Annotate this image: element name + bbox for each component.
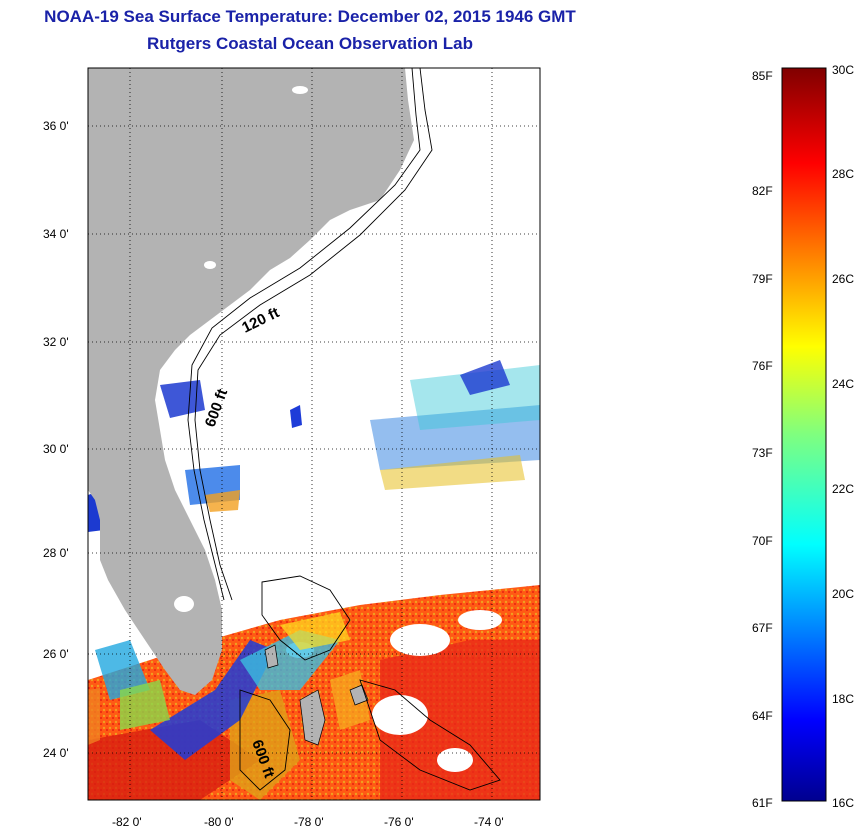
colorbar-c-label: 16C	[832, 796, 854, 810]
latitude-labels: 36 0' 34 0' 32 0' 30 0' 28 0' 26 0' 24 0…	[43, 119, 69, 760]
colorbar-f-label: 79F	[752, 272, 773, 286]
colorbar-c-label: 26C	[832, 272, 854, 286]
lat-label: 28 0'	[43, 546, 69, 560]
lon-label: -78 0'	[294, 815, 324, 829]
lat-label: 26 0'	[43, 647, 69, 661]
colorbar-celsius-labels: 30C 28C 26C 24C 22C 20C 18C 16C	[832, 63, 854, 810]
lake-okeechobee	[174, 596, 194, 612]
bathymetry-contours	[187, 68, 501, 791]
colorbar-f-label: 64F	[752, 709, 773, 723]
lat-label: 36 0'	[43, 119, 69, 133]
colorbar-f-label: 61F	[752, 796, 773, 810]
lon-label: -76 0'	[384, 815, 414, 829]
colorbar-c-label: 20C	[832, 587, 854, 601]
longitude-labels: -82 0' -80 0' -78 0' -76 0' -74 0'	[112, 815, 504, 829]
lon-label: -74 0'	[474, 815, 504, 829]
colorbar-c-label: 24C	[832, 377, 854, 391]
lat-label: 32 0'	[43, 335, 69, 349]
lon-label: -82 0'	[112, 815, 142, 829]
sst-scattered-patches	[88, 360, 540, 532]
lat-label: 30 0'	[43, 442, 69, 456]
colorbar-f-label: 67F	[752, 621, 773, 635]
map-panel	[88, 68, 540, 800]
colorbar	[781, 67, 827, 802]
lat-label: 24 0'	[43, 746, 69, 760]
colorbar-fahrenheit-labels: 85F 82F 79F 76F 73F 70F 67F 64F 61F	[752, 69, 773, 810]
colorbar-c-label: 18C	[832, 692, 854, 706]
colorbar-f-label: 82F	[752, 184, 773, 198]
map-title: NOAA-19 Sea Surface Temperature: Decembe…	[44, 7, 576, 26]
map-frame	[87, 67, 541, 801]
colorbar-c-label: 22C	[832, 482, 854, 496]
colorbar-f-label: 73F	[752, 446, 773, 460]
map-subtitle: Rutgers Coastal Ocean Observation Lab	[147, 34, 473, 53]
colorbar-c-label: 28C	[832, 167, 854, 181]
colorbar-c-label: 30C	[832, 63, 854, 77]
colorbar-f-label: 85F	[752, 69, 773, 83]
graticule	[88, 68, 540, 800]
land-mainland	[88, 68, 414, 695]
sst-cold-streaks	[88, 612, 350, 760]
lon-label: -80 0'	[204, 815, 234, 829]
colorbar-f-label: 76F	[752, 359, 773, 373]
colorbar-f-label: 70F	[752, 534, 773, 548]
lat-label: 34 0'	[43, 227, 69, 241]
